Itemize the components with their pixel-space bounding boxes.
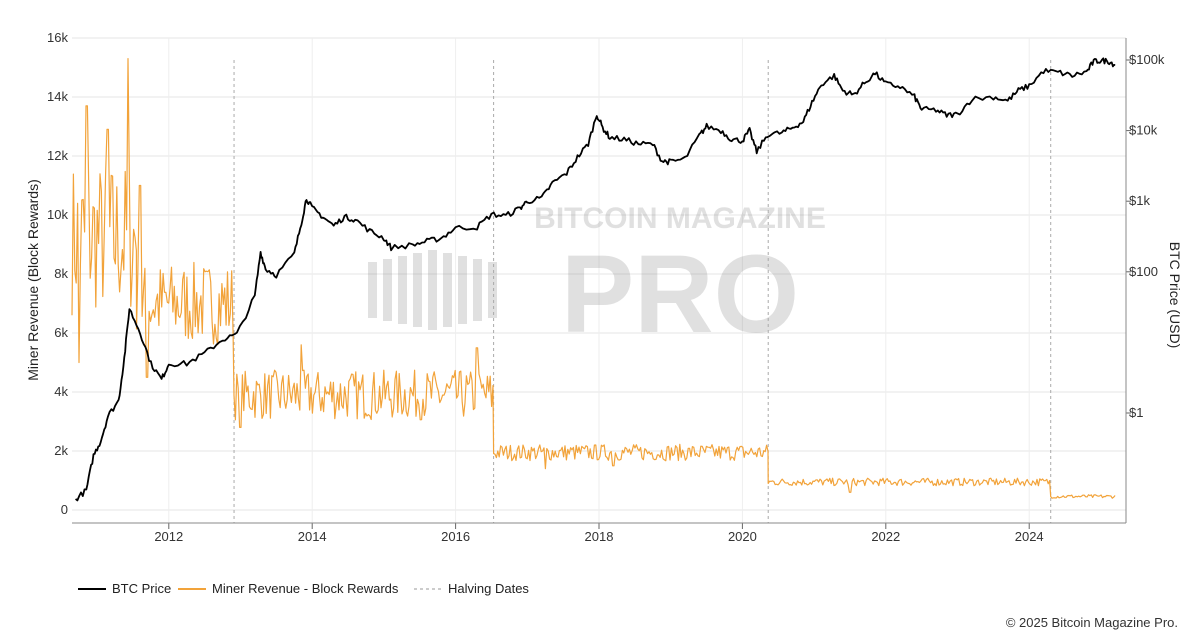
- left-tick-label: 16k: [47, 30, 68, 45]
- btc-price-line: [75, 57, 1116, 502]
- watermark-bar: [443, 253, 452, 327]
- axes: 0 2k 4k 6k 8k 10k 12k 14k 16k 2012 2014 2016 2018 202…: [47, 30, 1165, 544]
- watermark-bar: [383, 259, 392, 321]
- legend-item-halving[interactable]: Halving Dates: [414, 581, 529, 596]
- right-tick-label: $10k: [1129, 123, 1158, 138]
- miner-revenue-line: [71, 58, 1116, 499]
- miner-revenue-series: [71, 58, 1116, 499]
- x-tick-label: 2022: [871, 529, 900, 544]
- x-tick-label: 2024: [1015, 529, 1044, 544]
- right-tick-label: $1: [1129, 405, 1143, 420]
- right-tick-label: $100: [1129, 264, 1158, 279]
- x-tick-label: 2014: [298, 529, 327, 544]
- left-tick-label: 4k: [54, 384, 68, 399]
- grid: [72, 37, 1126, 523]
- watermark-bar: [398, 256, 407, 324]
- left-tick-label: 2k: [54, 443, 68, 458]
- btc-price-series: [75, 57, 1116, 502]
- right-tick-label: $1k: [1129, 193, 1150, 208]
- legend-label-btc-price: BTC Price: [112, 581, 171, 596]
- watermark-text-main: PRO: [561, 233, 799, 356]
- copyright-text: © 2025 Bitcoin Magazine Pro.: [1006, 615, 1178, 630]
- watermark-bar: [458, 256, 467, 324]
- x-tick-label: 2020: [728, 529, 757, 544]
- x-tick-label: 2016: [441, 529, 470, 544]
- right-tick-label: $100k: [1129, 52, 1165, 67]
- x-tick-label: 2018: [585, 529, 614, 544]
- legend: BTC Price Miner Revenue - Block Rewards …: [78, 581, 529, 596]
- watermark-bar: [368, 262, 377, 318]
- left-tick-label: 12k: [47, 148, 68, 163]
- legend-label-halving: Halving Dates: [448, 581, 529, 596]
- watermark-bar: [488, 262, 497, 318]
- left-axis-title: Miner Revenue (Block Rewards): [25, 179, 41, 381]
- x-tick-label: 2012: [154, 529, 183, 544]
- watermark-bar: [428, 250, 437, 330]
- left-tick-label: 14k: [47, 89, 68, 104]
- watermark-bar: [413, 253, 422, 327]
- legend-item-miner-revenue[interactable]: Miner Revenue - Block Rewards: [178, 581, 399, 596]
- watermark-bar: [473, 259, 482, 321]
- left-tick-label: 6k: [54, 325, 68, 340]
- legend-item-btc-price[interactable]: BTC Price: [78, 581, 171, 596]
- left-tick-label: 10k: [47, 207, 68, 222]
- left-tick-label: 0: [61, 502, 68, 517]
- legend-label-miner-revenue: Miner Revenue - Block Rewards: [212, 581, 399, 596]
- right-axis-title: BTC Price (USD): [1167, 242, 1183, 349]
- left-tick-label: 8k: [54, 266, 68, 281]
- watermark-text-top: BITCOIN MAGAZINE: [534, 202, 826, 235]
